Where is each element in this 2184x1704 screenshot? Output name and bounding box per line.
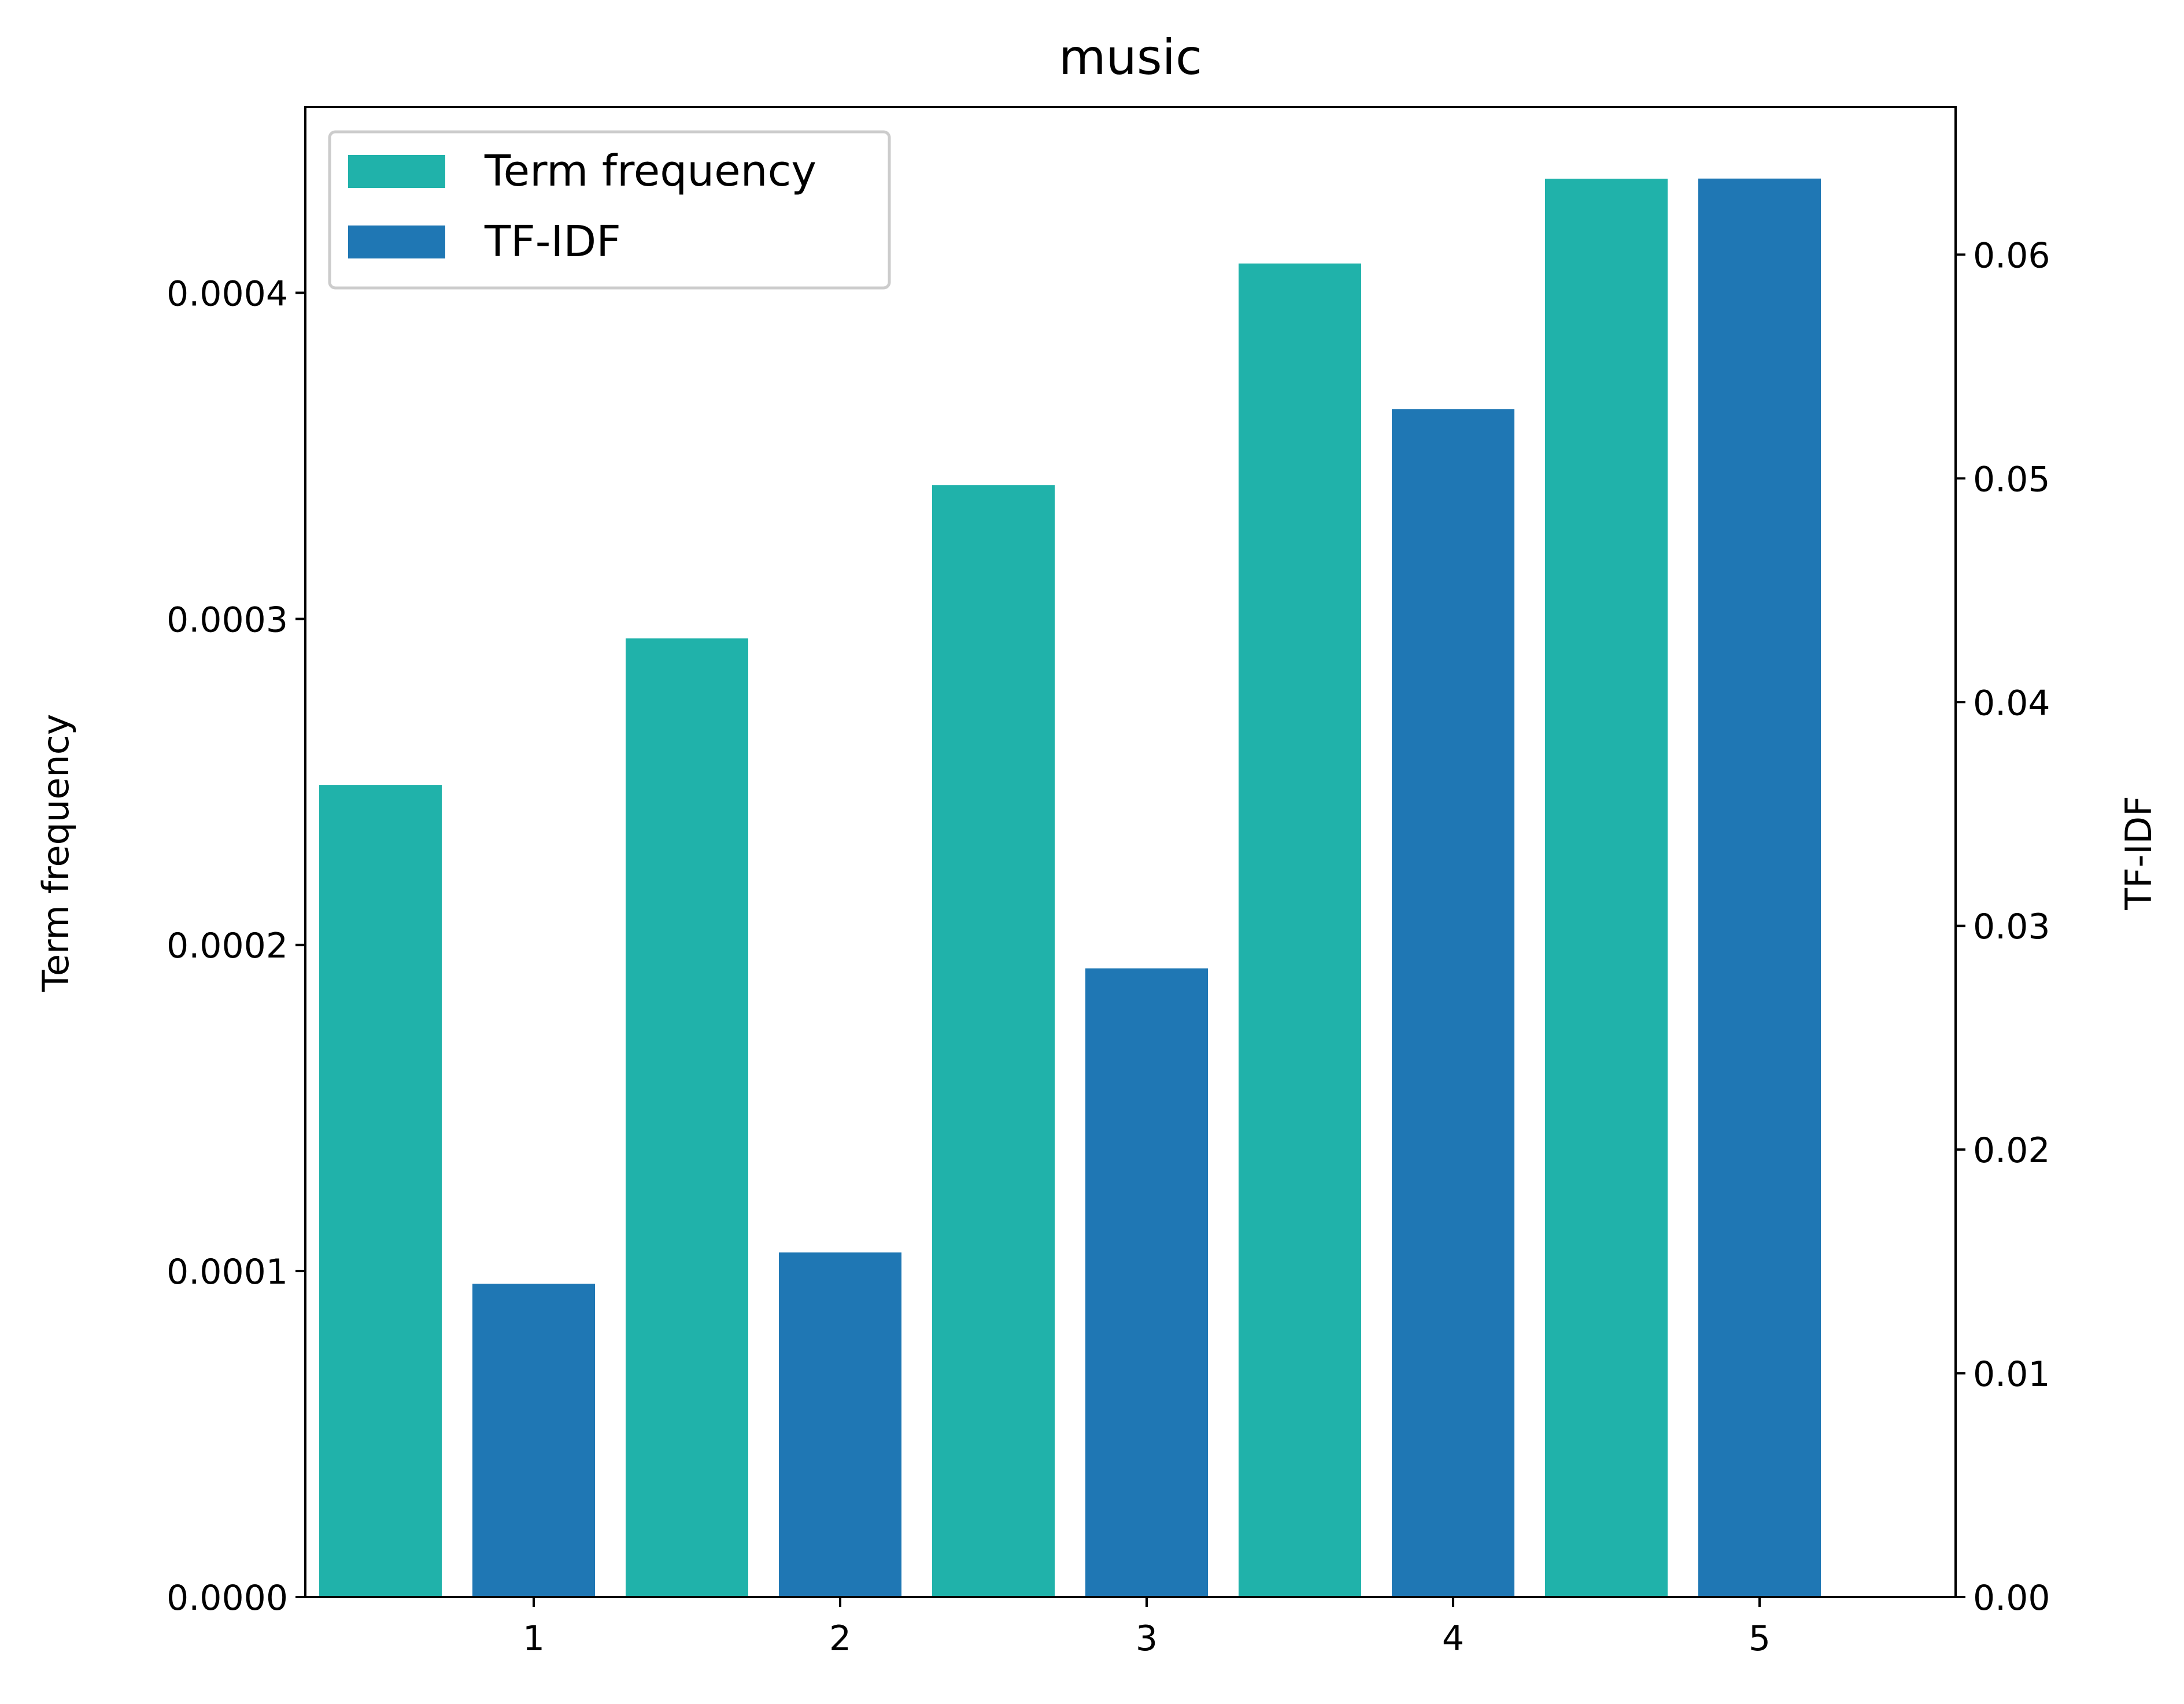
y2-tick-label: 0.00 bbox=[1973, 1578, 2050, 1618]
y-axis-label: Term frequency bbox=[35, 714, 77, 993]
bar-tf-idf-2 bbox=[779, 1252, 901, 1597]
legend-label-term-frequency: Term frequency bbox=[484, 146, 816, 196]
axes-layer: 0.0000 0.0001 0.0002 0.0003 0.0004 0.00 0.01 0.… bbox=[167, 106, 2050, 1659]
bar-tf-idf-3 bbox=[1085, 968, 1208, 1597]
chart-title: music bbox=[1059, 29, 1202, 86]
legend-swatch-term-frequency bbox=[348, 155, 445, 188]
x-tick-label: 2 bbox=[829, 1618, 851, 1659]
bar-tf-idf-1 bbox=[472, 1284, 595, 1597]
x-tick-label: 5 bbox=[1749, 1618, 1771, 1659]
y-tick-label: 0.0004 bbox=[167, 273, 288, 314]
legend: Term frequency TF-IDF bbox=[328, 130, 891, 290]
bar-tf-idf-5 bbox=[1698, 178, 1821, 1597]
y2-tick-label: 0.05 bbox=[1973, 459, 2050, 500]
y-tick-label: 0.0002 bbox=[167, 926, 288, 966]
plot-frame bbox=[304, 106, 1957, 1598]
y2-tick-label: 0.01 bbox=[1973, 1354, 2050, 1395]
bar-term-frequency-1 bbox=[319, 785, 442, 1597]
legend-box bbox=[328, 130, 891, 290]
y2-tick-label: 0.06 bbox=[1973, 235, 2050, 276]
bar-term-frequency-4 bbox=[1239, 263, 1361, 1597]
bar-term-frequency-3 bbox=[932, 485, 1055, 1597]
bar-tf-idf-4 bbox=[1392, 409, 1514, 1598]
y2-tick-label: 0.02 bbox=[1973, 1130, 2050, 1171]
y2-tick-label: 0.04 bbox=[1973, 683, 2050, 723]
x-tick-label: 1 bbox=[523, 1618, 545, 1659]
y2-tick-label: 0.03 bbox=[1973, 907, 2050, 947]
y-tick-label: 0.0001 bbox=[167, 1252, 288, 1292]
bars-layer bbox=[319, 178, 1821, 1598]
y2-axis-label: TF-IDF bbox=[2118, 796, 2160, 911]
x-tick-label: 3 bbox=[1136, 1618, 1158, 1659]
y-tick-label: 0.0000 bbox=[167, 1578, 288, 1618]
x-tick-label: 4 bbox=[1442, 1618, 1464, 1659]
legend-label-tf-idf: TF-IDF bbox=[484, 217, 621, 267]
bar-term-frequency-5 bbox=[1545, 179, 1668, 1597]
legend-swatch-tf-idf bbox=[348, 226, 445, 258]
bar-term-frequency-2 bbox=[626, 638, 748, 1597]
y-tick-label: 0.0003 bbox=[167, 600, 288, 640]
